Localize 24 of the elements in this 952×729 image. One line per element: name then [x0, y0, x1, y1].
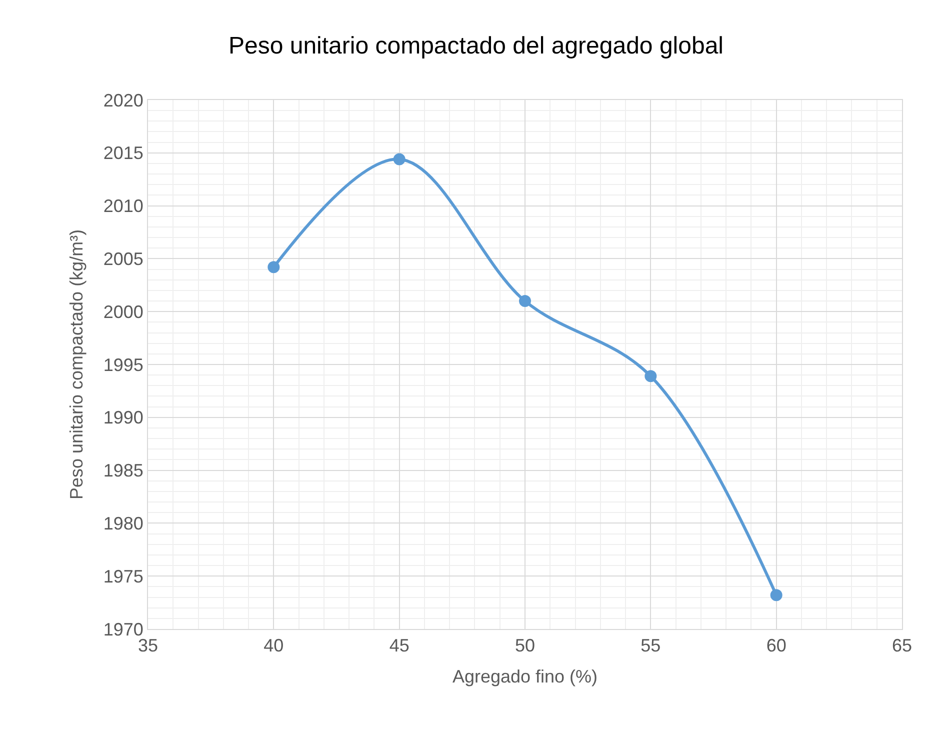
y-tick-label: 2015: [103, 143, 144, 164]
x-tick-label: 50: [514, 636, 536, 656]
point: [268, 261, 280, 274]
point: [519, 295, 531, 308]
y-tick-label: 2020: [103, 90, 144, 110]
y-tick-label: 1995: [103, 354, 144, 375]
point: [393, 153, 406, 166]
y-tick-label: 2005: [103, 249, 144, 269]
point: [644, 370, 657, 382]
x-tick-label: 40: [264, 636, 284, 656]
y-tick-label: 1985: [103, 460, 144, 481]
x-tick-label: 55: [640, 636, 661, 656]
y-tick-label: 1980: [103, 514, 144, 534]
y-tick-label: 2000: [103, 302, 144, 322]
y-tick-label: 1975: [103, 566, 144, 586]
x-tick-label: 60: [766, 636, 786, 656]
y-tick-label: 2010: [103, 196, 144, 216]
y-tick-label: 1990: [103, 408, 144, 428]
x-tick-label: 45: [389, 636, 410, 656]
y-axis-title: Peso unitario compactado (kg/m³): [66, 229, 87, 500]
x-tick-label: 65: [892, 636, 912, 656]
point: [770, 589, 782, 602]
x-axis-title: Agregado fino (%): [452, 666, 598, 687]
chart-title: Peso unitario compactado del agregado global: [228, 32, 724, 60]
